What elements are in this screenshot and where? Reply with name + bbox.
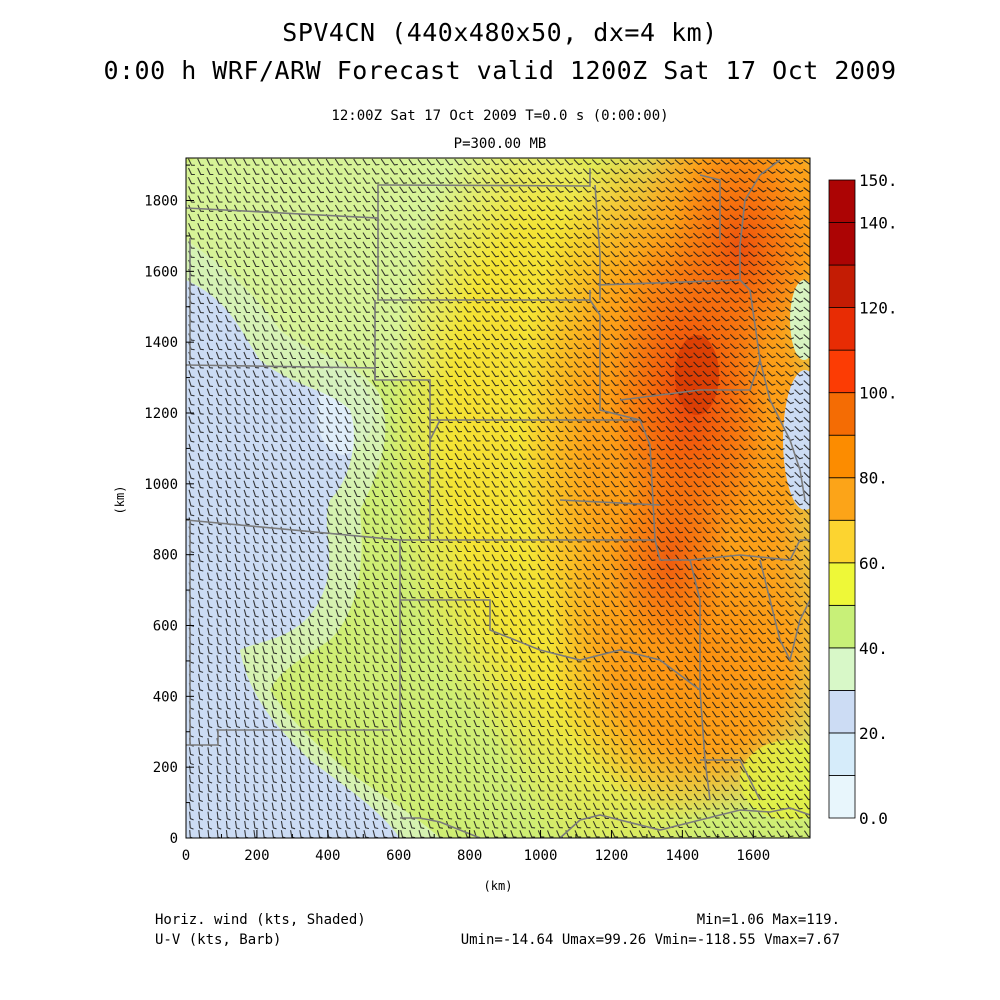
valid-time-subtitle: 12:00Z Sat 17 Oct 2009 T=0.0 s (0:00:00) [331,108,669,124]
x-tick-label: 1000 [524,848,558,864]
color-legend-bin [828,222,856,266]
color-legend-bin [828,562,856,606]
x-axis-label: (km) [484,879,513,893]
x-tick-label: 800 [457,848,482,864]
y-tick-label: 200 [153,760,178,776]
color-legend-label: 140. [859,214,898,233]
color-legend-bin [828,434,856,479]
y-tick-label: 1600 [144,264,178,280]
y-tick-label: 0 [170,831,178,847]
x-tick-label: 1200 [595,848,629,864]
color-legend-bin [828,647,856,691]
color-legend-bin [828,264,856,309]
x-axis: 0 200 400 600 800 1000 1200 1400 1600 [182,830,790,864]
x-tick-label: 400 [315,848,340,864]
y-axis: 0 200 400 600 800 1000 1200 1400 1600 1800 [144,164,194,847]
color-legend-label: 20. [859,724,888,743]
x-tick-label: 1400 [666,848,700,864]
wind-speed-shading [186,158,810,838]
y-tick-label: 600 [153,619,178,635]
color-legend-bin [828,392,856,436]
y-axis-label: (km) [113,486,127,515]
color-legend-bin [828,179,856,223]
y-tick-label: 1400 [144,335,178,351]
plot-title-line-1: SPV4CN (440x480x50, dx=4 km) [282,18,718,47]
color-legend-bin [828,732,856,776]
color-legend-bin [828,604,856,649]
plot-title-line-2: 0:00 h WRF/ARW Forecast valid 1200Z Sat … [103,56,897,85]
color-legend-label: 150. [859,171,898,190]
wind-barbs [188,158,810,838]
x-tick-label: 1600 [736,848,770,864]
color-legend-label: 100. [859,384,898,403]
color-legend-bin [828,519,856,564]
color-legend-bin [828,349,856,394]
color-legend-label: 0.0 [859,809,888,828]
color-legend-label: 60. [859,554,888,573]
uv-stats-readout: Umin=-14.64 Umax=99.26 Vmin=-118.55 Vmax… [460,932,840,948]
pressure-level-label: P=300.00 MB [453,136,547,152]
color-legend-bin [828,775,856,819]
wind-barb-paths [188,158,810,838]
y-tick-label: 400 [153,689,178,705]
x-tick-label: 0 [182,848,190,864]
y-tick-label: 1800 [144,194,178,210]
y-tick-label: 800 [153,548,178,564]
color-legend-bin [828,690,856,734]
color-legend-label: 40. [859,639,888,658]
shaded-field-description: Horiz. wind (kts, Shaded) [155,912,366,928]
x-tick-label: 600 [386,848,411,864]
y-tick-label: 1200 [144,406,178,422]
min-max-readout: Min=1.06 Max=119. [696,912,840,928]
state-borders [186,159,810,838]
color-legend: 0.0 20. 40. 60. 80. 100. 120. 140. 150. [828,171,898,828]
color-legend-label: 80. [859,469,888,488]
plot-frame [185,157,811,839]
x-tick-label: 200 [244,848,269,864]
color-legend-label: 120. [859,299,898,318]
y-tick-label: 1000 [144,477,178,493]
color-legend-bin [828,477,856,521]
color-legend-bin [828,307,856,351]
barb-field-description: U-V (kts, Barb) [155,932,282,948]
